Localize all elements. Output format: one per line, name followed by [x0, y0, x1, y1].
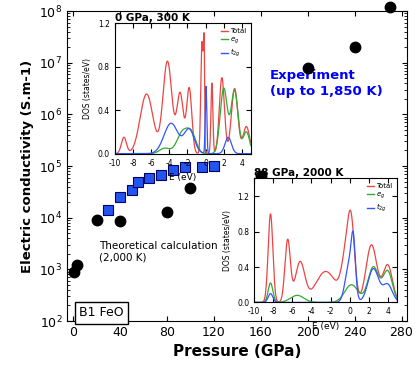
Y-axis label: Electric conductivity (S.m-1): Electric conductivity (S.m-1)	[21, 59, 34, 273]
Text: Theoretical calculation
(2,000 K): Theoretical calculation (2,000 K)	[99, 241, 218, 262]
Text: B1 FeO: B1 FeO	[79, 306, 123, 319]
X-axis label: Pressure (GPa): Pressure (GPa)	[173, 344, 302, 359]
Text: Experiment
(up to 1,850 K): Experiment (up to 1,850 K)	[270, 69, 383, 98]
